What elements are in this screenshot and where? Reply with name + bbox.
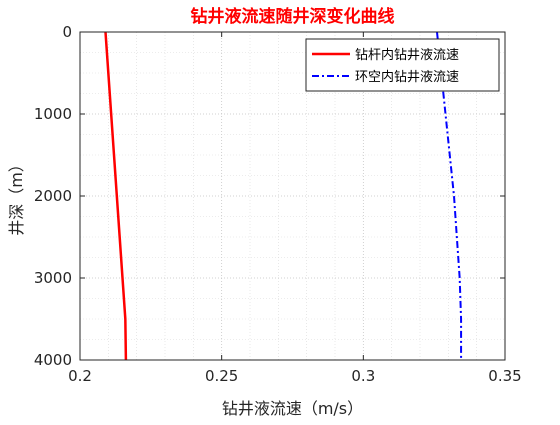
legend-label-drill-pipe: 钻杆内钻井液流速 bbox=[355, 47, 459, 63]
series-layer bbox=[104, 31, 463, 361]
x-tick-label: 0.2 bbox=[68, 367, 92, 385]
y-axis-label: 井深（m） bbox=[7, 156, 26, 236]
y-tick-label: 0 bbox=[62, 23, 72, 41]
legend-label-annulus: 环空内钻井液流速 bbox=[355, 69, 459, 85]
tick-marks bbox=[79, 31, 506, 361]
series-line-drill-pipe bbox=[104, 31, 128, 361]
tick-labels: 0.2 0.25 0.3 0.35 0 1000 2000 3000 4000 bbox=[34, 23, 522, 385]
x-axis-label: 钻井液流速（m/s） bbox=[222, 399, 363, 418]
legend: 钻杆内钻井液流速 环空内钻井液流速 bbox=[305, 38, 500, 92]
x-tick-label: 0.3 bbox=[351, 367, 375, 385]
y-tick-label: 2000 bbox=[34, 187, 72, 205]
y-tick-label: 3000 bbox=[34, 269, 72, 287]
x-tick-label: 0.35 bbox=[488, 367, 521, 385]
x-tick-label: 0.25 bbox=[205, 367, 238, 385]
chart-title: 钻井液流速随井深变化曲线 bbox=[191, 6, 395, 27]
y-tick-label: 4000 bbox=[34, 351, 72, 369]
series-line-annulus bbox=[436, 31, 463, 360]
legend-box bbox=[305, 38, 500, 92]
y-tick-label: 1000 bbox=[34, 105, 72, 123]
